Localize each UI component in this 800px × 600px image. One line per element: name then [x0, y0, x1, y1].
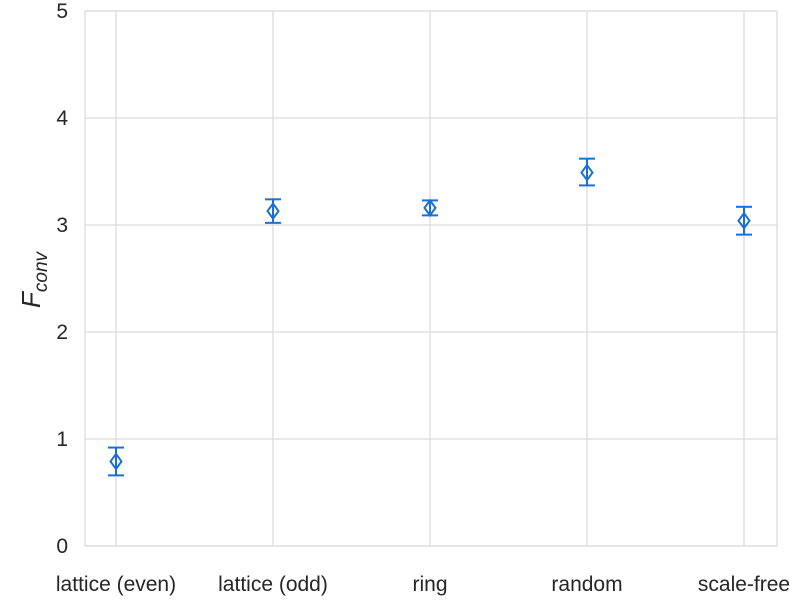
y-axis-label: Fconv: [16, 250, 52, 308]
y-tick-label: 4: [56, 107, 68, 130]
data-point: [265, 198, 281, 224]
y-tick-label: 5: [56, 0, 68, 23]
y-tick-label: 1: [56, 428, 68, 451]
x-tick-labels: lattice (even) lattice (odd) ring random sca…: [56, 573, 790, 596]
y-axis-label-sub: conv: [31, 250, 52, 292]
diamond-marker: [109, 452, 123, 471]
y-tick-label: 2: [56, 321, 68, 344]
data-layer: [108, 157, 752, 477]
y-axis-label-main: F: [16, 290, 46, 308]
data-point: [579, 157, 595, 187]
x-tick-label: ring: [412, 573, 447, 596]
data-point: [736, 205, 752, 236]
data-point: [108, 446, 124, 477]
diamond-marker: [580, 163, 594, 182]
diamond-marker: [737, 211, 751, 230]
data-point: [422, 198, 438, 218]
plot-frame: [84, 10, 778, 547]
diamond-marker: [423, 198, 437, 218]
x-tick-label: lattice (odd): [218, 573, 328, 596]
x-tick-label: random: [551, 573, 622, 596]
x-tick-label: lattice (even): [56, 573, 176, 596]
grid-layer: [85, 10, 777, 547]
x-tick-label: scale-free: [698, 573, 790, 596]
diamond-marker: [266, 201, 280, 221]
y-tick-label: 0: [56, 535, 68, 558]
y-tick-label: 3: [56, 214, 68, 237]
y-tick-labels: 0 1 2 3 4 5: [56, 0, 68, 558]
